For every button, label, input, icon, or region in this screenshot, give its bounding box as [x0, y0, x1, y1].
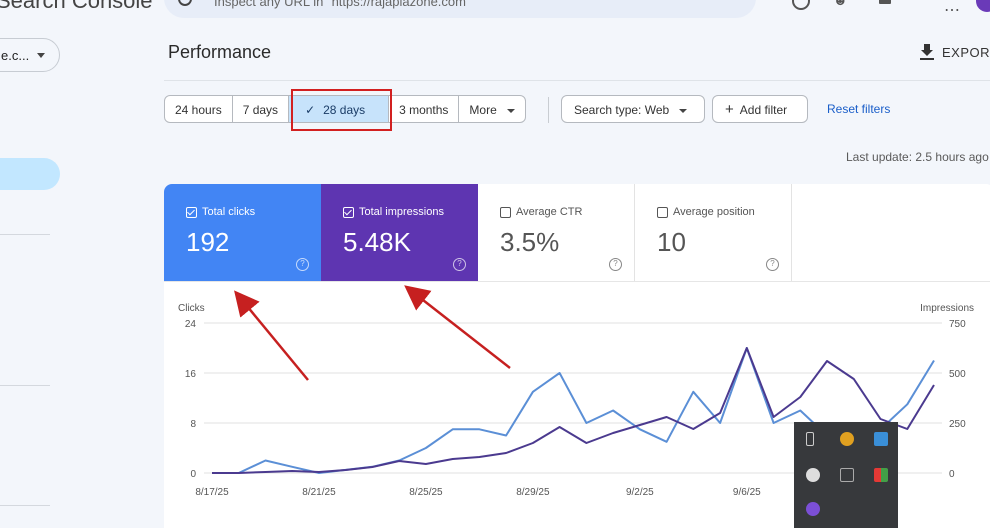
app-tray-icon[interactable] — [874, 468, 888, 482]
sidebar-divider — [0, 385, 50, 386]
system-tray-popup — [794, 422, 898, 528]
header-divider — [164, 80, 990, 81]
highlight-annotation-box — [291, 89, 392, 131]
date-chip-7-days[interactable]: 7 days — [233, 96, 290, 122]
date-chip-more[interactable]: More — [459, 96, 524, 122]
sidebar-item-performance[interactable] — [0, 158, 60, 190]
export-button[interactable]: EXPORT — [920, 44, 990, 60]
date-range-group: 24 hours 7 days ✓ 28 days 3 months More — [164, 95, 526, 123]
chevron-down-icon — [37, 53, 45, 58]
app-tray-icon[interactable] — [840, 432, 854, 446]
help-icon[interactable]: ? — [453, 258, 466, 271]
bell-icon[interactable] — [876, 0, 894, 10]
date-chip-3-months[interactable]: 3 months — [389, 96, 460, 122]
app-tray-icon[interactable] — [874, 432, 888, 446]
y-right-axis-title: Impressions — [920, 303, 974, 314]
checkmark-icon: ✓ — [305, 103, 316, 117]
y-right-tick-label: 0 — [949, 469, 955, 480]
app-title: Search Console — [0, 0, 153, 13]
y-left-tick-label: 8 — [190, 419, 196, 430]
inspect-url-search[interactable]: Inspect any URL in "https://rajaplazone.… — [164, 0, 756, 18]
date-chip-28-days[interactable]: ✓ 28 days — [289, 96, 390, 122]
last-update-text: Last update: 2.5 hours ago — [846, 150, 989, 164]
y-left-tick-label: 24 — [185, 319, 197, 330]
search-placeholder: Inspect any URL in "https://rajaplazone.… — [214, 0, 471, 9]
performance-card: Total clicks 192 ? Total impressions 5.4… — [164, 184, 990, 528]
usb-icon[interactable] — [806, 432, 814, 446]
metric-total-impressions[interactable]: Total impressions 5.48K ? — [321, 184, 478, 281]
download-icon — [920, 44, 934, 60]
add-filter-button[interactable]: + Add filter — [712, 95, 808, 123]
help-icon[interactable] — [792, 0, 810, 10]
property-label: e.c... — [1, 48, 30, 63]
search-type-filter[interactable]: Search type: Web — [561, 95, 705, 123]
y-right-tick-label: 250 — [949, 419, 966, 430]
toolbar-separator — [548, 97, 549, 123]
checkbox-checked-icon[interactable] — [343, 206, 354, 218]
y-right-tick-label: 750 — [949, 319, 966, 330]
x-tick-label: 9/6/25 — [733, 487, 761, 498]
checkbox-empty-icon[interactable] — [500, 206, 511, 218]
metric-value: 192 — [186, 227, 230, 257]
metric-value: 10 — [657, 227, 686, 257]
x-tick-label: 8/17/25 — [195, 487, 229, 498]
sidebar-divider — [0, 505, 50, 506]
reset-filters-link[interactable]: Reset filters — [827, 102, 891, 116]
plus-icon: + — [725, 101, 734, 118]
app-tray-icon[interactable] — [806, 468, 820, 482]
chevron-down-icon — [506, 108, 515, 113]
help-icon[interactable]: ? — [766, 258, 779, 271]
metric-total-clicks[interactable]: Total clicks 192 ? — [164, 184, 321, 281]
help-icon[interactable]: ? — [609, 258, 622, 271]
metric-divider — [164, 281, 990, 282]
help-icon[interactable]: ? — [296, 258, 309, 271]
metric-average-ctr[interactable]: Average CTR 3.5% ? — [478, 184, 635, 281]
avatar[interactable] — [976, 0, 990, 12]
date-chip-24-hours[interactable]: 24 hours — [165, 96, 233, 122]
annotation-arrow-clicks — [234, 290, 309, 381]
chevron-down-icon — [679, 108, 688, 113]
checkbox-empty-icon[interactable] — [657, 206, 668, 218]
series-line-impressions — [212, 347, 935, 474]
sidebar-divider — [0, 234, 50, 235]
page-title: Performance — [168, 42, 272, 62]
y-right-tick-label: 500 — [949, 369, 966, 380]
metric-value: 5.48K — [343, 227, 411, 257]
metric-average-position[interactable]: Average position 10 ? — [635, 184, 792, 281]
x-tick-label: 8/21/25 — [302, 487, 336, 498]
export-label: EXPORT — [942, 44, 990, 60]
annotation-arrow-impressions — [404, 285, 511, 369]
y-left-tick-label: 16 — [185, 369, 197, 380]
metric-value: 3.5% — [500, 227, 560, 257]
people-icon[interactable]: ☻ — [833, 0, 848, 8]
checkbox-checked-icon[interactable] — [186, 206, 197, 218]
y-left-axis-title: Clicks — [178, 303, 205, 314]
property-selector[interactable]: e.c... — [0, 38, 60, 72]
app-tray-icon[interactable] — [840, 468, 854, 482]
y-left-tick-label: 0 — [190, 469, 196, 480]
x-tick-label: 9/2/25 — [626, 487, 654, 498]
app-tray-icon[interactable] — [806, 502, 820, 516]
x-tick-label: 8/25/25 — [409, 487, 443, 498]
apps-grid-icon[interactable]: ⋯ — [944, 2, 961, 19]
x-tick-label: 8/29/25 — [516, 487, 550, 498]
